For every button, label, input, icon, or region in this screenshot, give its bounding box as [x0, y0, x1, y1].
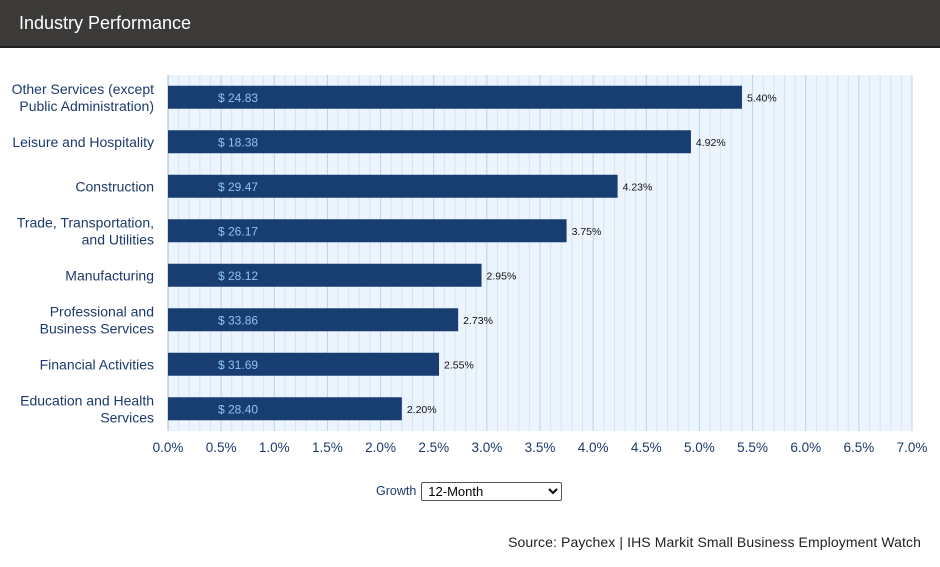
category-label: Manufacturing [65, 267, 154, 283]
category-label-line: Leisure and Hospitality [12, 134, 154, 150]
x-tick-label: 4.0% [578, 440, 609, 455]
bar-value-label: 4.23% [623, 181, 653, 193]
category-label-line: Professional and [50, 303, 154, 319]
x-tick-label: 4.5% [631, 440, 662, 455]
x-tick-label: 2.5% [418, 440, 449, 455]
x-tick-label: 7.0% [897, 440, 928, 455]
category-label-line: Business Services [40, 320, 154, 336]
x-tick-label: 2.0% [365, 440, 396, 455]
bar [168, 174, 618, 198]
category-label: Construction [75, 178, 154, 194]
bar-value-label: 2.20% [407, 404, 437, 416]
bar-wage-label: $ 28.40 [218, 402, 258, 416]
x-tick-label: 0.0% [153, 440, 184, 455]
category-label-line: Public Administration) [19, 98, 154, 114]
x-tick-label: 3.0% [471, 440, 502, 455]
x-tick-label: 6.0% [790, 440, 821, 455]
bar [168, 85, 742, 109]
x-tick-label: 0.5% [206, 440, 237, 455]
category-label-line: Trade, Transportation, [17, 214, 154, 230]
growth-control: Growth 12-Month [376, 481, 563, 501]
bar-wage-label: $ 31.69 [218, 358, 258, 372]
bar-wage-label: $ 18.38 [218, 135, 258, 149]
bar-wage-label: $ 28.12 [218, 269, 258, 283]
x-tick-label: 3.5% [525, 440, 556, 455]
category-label-line: Manufacturing [65, 267, 154, 283]
bar [168, 263, 482, 287]
x-tick-label: 1.5% [312, 440, 343, 455]
category-label: Leisure and Hospitality [12, 134, 154, 150]
category-label-line: Other Services (except [12, 81, 154, 97]
x-tick-label: 6.5% [843, 440, 874, 455]
bar-value-label: 5.40% [747, 92, 777, 104]
industry-growth-bar-chart: 0.0% 0.5% 1.0% 1.5% 2.0% 2.5% 3.0% 3.5% 4.0% 4.5%… [12, 75, 928, 455]
header-bar: Industry Performance [0, 0, 940, 48]
growth-label: Growth [376, 484, 417, 498]
category-label: Financial Activities [40, 356, 154, 372]
category-label: Other Services (except Public Administrat… [12, 81, 154, 114]
category-label: Education and Health Services [20, 392, 154, 425]
growth-period-select[interactable]: 12-Month [421, 481, 563, 501]
bar-value-label: 2.73% [463, 315, 493, 327]
category-label-line: and Utilities [82, 231, 154, 247]
category-label-line: Financial Activities [40, 356, 154, 372]
bar [168, 219, 567, 243]
category-label: Professional and Business Services [40, 303, 154, 336]
category-label-line: Education and Health [20, 392, 154, 408]
category-label-line: Services [100, 409, 154, 425]
source-note: Source: Paychex | IHS Markit Small Busin… [508, 534, 921, 550]
bar-wage-label: $ 26.17 [218, 224, 258, 238]
bar-wage-label: $ 29.47 [218, 180, 258, 194]
x-tick-label: 1.0% [259, 440, 290, 455]
page-title: Industry Performance [19, 13, 192, 33]
x-tick-label: 5.0% [684, 440, 715, 455]
bar-value-label: 2.55% [444, 359, 474, 371]
category-label: Trade, Transportation, and Utilities [17, 214, 154, 247]
category-label-line: Construction [75, 178, 154, 194]
bar-value-label: 4.92% [696, 137, 726, 149]
bar-value-label: 2.95% [487, 270, 517, 282]
bar [168, 352, 440, 376]
bar [168, 397, 402, 421]
bar [168, 308, 459, 332]
bar-value-label: 3.75% [572, 226, 602, 238]
bar-wage-label: $ 33.86 [218, 313, 258, 327]
bar [168, 130, 691, 154]
bar-wage-label: $ 24.83 [218, 91, 258, 105]
x-tick-label: 5.5% [737, 440, 768, 455]
